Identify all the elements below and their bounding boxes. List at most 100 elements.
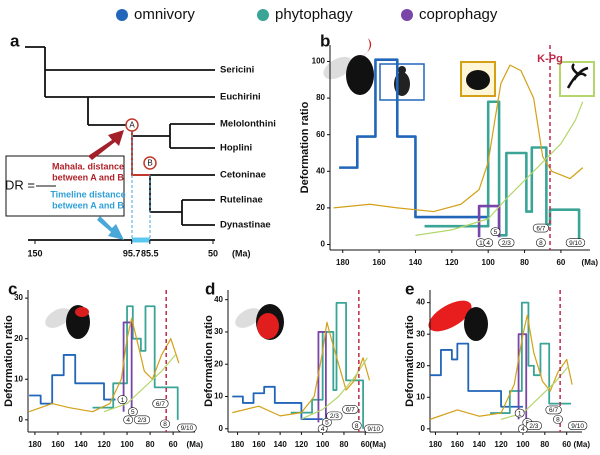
x-tick-label: 180 <box>336 258 350 267</box>
legend-swatch <box>257 9 269 21</box>
y-tick-label: 30 <box>214 327 223 336</box>
node-label: B <box>147 159 152 168</box>
axis-tick-label: 85.5 <box>141 248 159 258</box>
x-tick-label: 160 <box>51 440 65 449</box>
x-tick-label: 60 <box>361 440 370 449</box>
x-axis-unit: (Ma) <box>582 258 599 267</box>
annotation-badge <box>490 227 501 236</box>
annotation-label: 4 <box>321 426 325 433</box>
annotation-badge <box>133 415 151 425</box>
y-tick-label: 20 <box>214 359 223 368</box>
annotation-label: 8 <box>163 421 167 428</box>
x-tick-label: 120 <box>97 440 111 449</box>
x-tick-label: 180 <box>28 440 42 449</box>
annotation-badge <box>567 421 588 430</box>
timeline-text: Timeline distance <box>50 189 125 199</box>
annotation-badge <box>545 405 562 415</box>
trend-curve <box>415 101 584 236</box>
annotation-badge <box>177 423 197 433</box>
axis-unit: (Ma) <box>232 248 251 258</box>
step-line <box>430 342 523 408</box>
annotation-label: 4 <box>126 417 130 424</box>
taxon-label: Hoplini <box>220 143 252 154</box>
x-tick-label: 160 <box>372 258 386 267</box>
annotation-label: 9/10 <box>181 425 194 432</box>
y-axis-label: Deformation ratio <box>3 315 15 407</box>
legend-swatch <box>116 9 128 21</box>
y-tick-label: 80 <box>316 93 325 102</box>
trend-curve <box>333 64 584 213</box>
x-tick-label: 80 <box>146 440 155 449</box>
tree <box>25 46 215 243</box>
legend-label: coprophagy <box>419 6 498 23</box>
annotation-badge <box>326 411 343 421</box>
panel-label: d <box>205 279 215 298</box>
x-axis-unit: (Ma) <box>187 440 204 449</box>
x-tick-label: 180 <box>429 440 443 449</box>
step-line <box>490 301 572 414</box>
legend-label: omnivory <box>134 6 195 23</box>
annotation-label: 6/7 <box>346 407 355 414</box>
dr-box <box>5 155 125 217</box>
x-tick-label: 160 <box>451 440 465 449</box>
annotation-badge <box>117 395 128 404</box>
y-tick-label: 100 <box>312 57 326 66</box>
annotation-label: 1 <box>121 397 125 404</box>
y-tick-label: 0 <box>219 424 224 433</box>
step-line <box>339 58 489 219</box>
annotation-badge <box>322 418 332 427</box>
annotation-badge <box>498 238 515 247</box>
legend-swatch <box>401 9 413 21</box>
k-pg-label: K-Pg <box>537 53 563 65</box>
taxon-label: Sericini <box>220 65 254 76</box>
x-tick-label: 100 <box>482 258 496 267</box>
annotation-label: 2/3 <box>137 417 146 424</box>
y-tick-label: 30 <box>416 329 425 338</box>
annotation-badge <box>553 415 563 424</box>
annotation-label: 2/3 <box>330 413 339 420</box>
annotation-badge <box>565 238 586 247</box>
annotation-label: 1 <box>518 410 522 417</box>
panel-label: a <box>10 31 20 50</box>
y-axis-label: Deformation ratio <box>299 101 311 193</box>
x-tick-label: 100 <box>120 440 134 449</box>
x-tick-label: 140 <box>273 440 287 449</box>
taxon-label: Euchirini <box>220 92 261 103</box>
x-tick-label: 60 <box>556 258 565 267</box>
y-tick-label: 10 <box>214 392 223 401</box>
annotation-label: 9/10 <box>569 240 582 247</box>
y-tick-label: 40 <box>416 298 425 307</box>
node-a <box>125 118 139 132</box>
trend-curve <box>103 354 176 413</box>
annotation-label: 8 <box>355 423 359 430</box>
annotation-label: 4 <box>486 240 490 247</box>
step-line <box>424 100 581 240</box>
annotation-badge <box>127 407 138 417</box>
annotation-label: 5 <box>131 409 135 416</box>
x-axis-unit: (Ma) <box>370 440 387 449</box>
annotation-label: 4 <box>521 426 525 433</box>
taxon-label: Rutelinae <box>220 195 263 206</box>
x-tick-label: 140 <box>74 440 88 449</box>
x-tick-label: 140 <box>409 258 423 267</box>
y-tick-label: 30 <box>14 293 23 302</box>
dr-label: DR = <box>5 177 35 192</box>
annotation-badge <box>317 424 328 434</box>
x-tick-label: 60 <box>169 440 178 449</box>
y-tick-label: 0 <box>19 415 24 424</box>
blue-arrow <box>97 216 124 240</box>
annotation-label: 5 <box>494 229 498 236</box>
trend-curve <box>28 317 180 413</box>
trend-curve <box>232 321 371 417</box>
node-b <box>143 156 157 170</box>
panel-label: c <box>8 279 17 298</box>
annotation-badge <box>483 238 494 247</box>
annotation-label: 6/7 <box>156 401 165 408</box>
step-line <box>92 305 179 420</box>
annotation-badge <box>152 399 169 408</box>
annotation-badge <box>123 415 134 425</box>
axis-tick-label: 95.7 <box>123 248 141 258</box>
x-tick-label: 120 <box>295 440 309 449</box>
taxon-label: Cetoninae <box>220 170 266 181</box>
